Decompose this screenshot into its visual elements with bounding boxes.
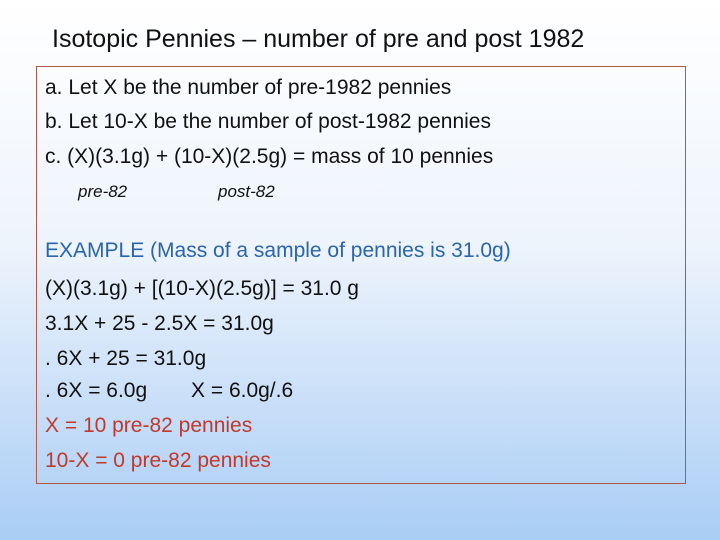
slide-title: Isotopic Pennies – number of pre and pos… xyxy=(52,25,585,53)
example-line: (X)(3.1g) + [(10-X)(2.5g)] = 31.0 g xyxy=(45,277,359,300)
step: c. (X)(3.1g) + (10-X)(2.5g) = mass of 10… xyxy=(45,145,494,168)
example-aside: X = 6.0g/.6 xyxy=(191,379,294,402)
content-box: a. Let X be the number of pre-1982 penni… xyxy=(36,66,686,484)
step: b. Let 10-X be the number of post-1982 p… xyxy=(45,110,491,133)
result-line: 10-X = 0 pre-82 pennies xyxy=(45,449,271,472)
annotation: post-82 xyxy=(218,182,275,201)
example-line: 3.1X + 25 - 2.5X = 31.0g xyxy=(45,312,274,335)
example-heading: EXAMPLE (Mass of a sample of pennies is … xyxy=(45,239,511,262)
example-line: . 6X + 25 = 31.0g xyxy=(45,347,207,370)
result-line: X = 10 pre-82 pennies xyxy=(45,414,253,437)
example-line: . 6X = 6.0g xyxy=(45,379,148,402)
annotation: pre-82 xyxy=(78,182,128,201)
step: a. Let X be the number of pre-1982 penni… xyxy=(45,76,452,99)
